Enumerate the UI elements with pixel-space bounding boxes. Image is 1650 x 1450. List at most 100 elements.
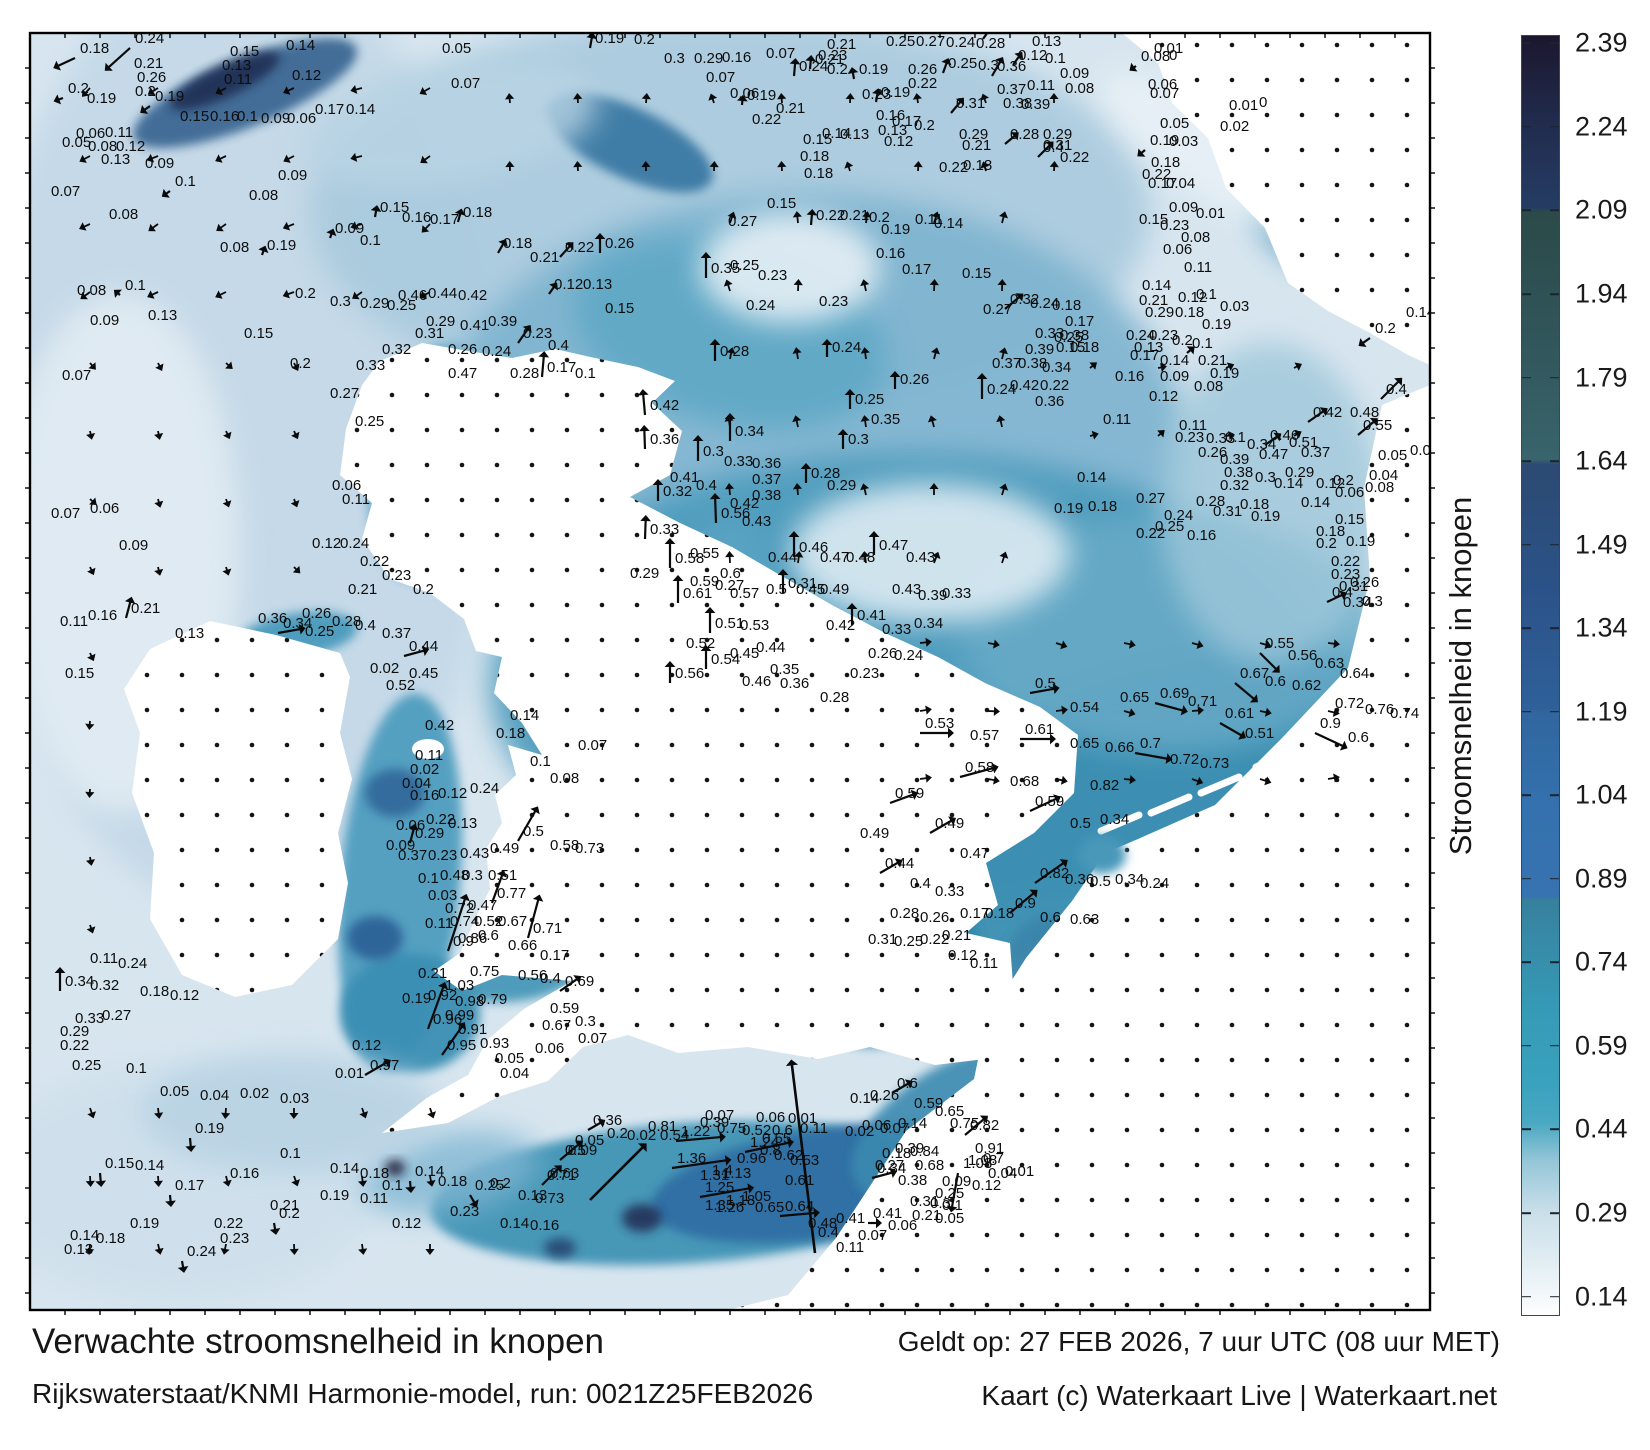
colorbar-tick-label: 1.79 (1575, 362, 1628, 393)
ijsselmeer (1078, 836, 1126, 874)
current-arrow (997, 279, 1007, 292)
current-value-label: 0.06 (535, 1040, 564, 1057)
current-arrow (87, 566, 96, 576)
current-value-label: 0.48 (846, 549, 875, 566)
current-value-label: 0.24 (1140, 875, 1169, 892)
current-value-label: 0.4 (548, 337, 569, 354)
current-value-label: 0.45 (409, 665, 438, 682)
current-value-label: 0.09 (1169, 199, 1198, 216)
current-arrow (573, 93, 583, 104)
colorbar-tick (1522, 627, 1531, 629)
current-arrow (586, 33, 598, 49)
current-value-label: 0.59 (690, 573, 719, 590)
current-arrow (1123, 775, 1136, 785)
current-value-label: 0.76 (1365, 701, 1394, 718)
current-arrow (736, 95, 748, 106)
current-value-label: 0.05 (442, 40, 471, 57)
current-value-label: 0.22 (908, 75, 937, 92)
current-value-label: 0.17 (315, 101, 344, 118)
current-value-label: 0.12 (352, 1037, 381, 1054)
current-arrow (1225, 430, 1235, 441)
current-value-label: 0.24 (1126, 327, 1155, 344)
current-value-label: 0.55 (1265, 635, 1294, 652)
current-value-label: 0.59 (550, 1000, 579, 1017)
current-value-label: 0.12 (116, 138, 145, 155)
current-value-label: 0.19 (881, 84, 910, 101)
current-arrow (357, 1175, 368, 1187)
current-value-label: 0.04 (1369, 467, 1398, 484)
current-arrow (1314, 732, 1348, 751)
current-arrow (1327, 639, 1340, 649)
current-value-label: 1.36 (677, 1150, 706, 1167)
colorbar-axis-label-text: Stroomsnelheid in knopen (1443, 496, 1479, 855)
current-value-label: 0.21 (131, 600, 160, 617)
current-arrow (427, 1107, 436, 1119)
current-value-label: 0.42 (650, 397, 679, 414)
current-arrow (860, 347, 870, 360)
current-value-label: 0.14 (822, 125, 851, 142)
current-value-label: 0.29 (959, 126, 988, 143)
current-arrow (891, 1079, 913, 1094)
current-value-label: 0.23 (1149, 327, 1178, 344)
current-arrow (708, 93, 718, 104)
current-value-label: 0.36 (752, 455, 781, 472)
current-value-label: 0.09 (1160, 368, 1189, 385)
isle-of-man (412, 739, 444, 759)
current-value-label: 0.57 (970, 727, 999, 744)
current-arrow (862, 211, 872, 224)
current-arrow (1327, 773, 1340, 783)
current-arrow (641, 161, 651, 172)
current-value-label: 0.28 (976, 35, 1005, 52)
current-value-label: 0.14 (898, 1115, 927, 1132)
current-value-label: 0.38 (1003, 95, 1032, 112)
current-arrow (291, 1175, 301, 1187)
current-value-label: 0.31 (956, 95, 985, 112)
current-value-label: 0.49 (935, 815, 964, 832)
current-arrow (559, 1140, 583, 1161)
current-value-label: 0.06 (287, 110, 316, 127)
current-value-label: 1.03 (445, 977, 474, 994)
colorbar-tick-label: 1.94 (1575, 278, 1628, 309)
model-run-info: Rijkswaterstaat/KNMI Harmonie-model, run… (32, 1378, 814, 1409)
current-value-label: 0.52 (686, 635, 715, 652)
current-value-label: 0.04 (402, 775, 431, 792)
current-value-label: 0.34 (914, 615, 943, 632)
current-arrow (704, 607, 716, 633)
current-value-label: 0.25 (886, 33, 915, 50)
current-value-label: 0.12 (1018, 47, 1047, 64)
current-value-label: 0.44 (756, 639, 785, 656)
current-value-label: 0.03 (280, 1090, 309, 1107)
current-value-label: 0.23 (220, 1230, 249, 1247)
current-value-label: 0.29 (415, 825, 444, 842)
current-value-label: 0.47 (960, 845, 989, 862)
current-value-label: 0.18 (963, 157, 992, 174)
current-value-label: 0.1 (1225, 429, 1246, 446)
current-value-label: 0.09 (386, 837, 415, 854)
current-value-label: 0.06 (76, 125, 105, 142)
current-arrow (225, 361, 233, 369)
current-value-label: 0.07 (451, 75, 480, 92)
current-arrow (154, 1243, 164, 1255)
current-arrow (1293, 362, 1302, 371)
current-value-label: 0.31 (788, 575, 817, 592)
current-value-label: 0.41 (857, 607, 886, 624)
current-value-label: 0.14 (1406, 304, 1435, 321)
current-value-label: 0.33 (1206, 430, 1235, 447)
current-arrow (652, 479, 664, 501)
current-arrow (845, 93, 855, 104)
current-value-label: 0.4 (355, 617, 376, 634)
current-value-label: 0.15 (962, 265, 991, 282)
current-value-label: 0.84 (910, 1143, 939, 1160)
sea-current-patch (361, 1130, 539, 1216)
current-value-label: 0.69 (565, 973, 594, 990)
current-arrow (1357, 418, 1378, 436)
colorbar-tick (1550, 42, 1559, 45)
current-value-label: 0.33 (650, 521, 679, 538)
current-value-label: 0.14 (286, 37, 315, 54)
colorbar-tick-label: 1.34 (1575, 612, 1628, 643)
current-arrow (700, 252, 712, 278)
current-arrow (291, 362, 300, 371)
current-arrow (185, 1137, 197, 1152)
current-value-label: 0.21 (418, 965, 447, 982)
